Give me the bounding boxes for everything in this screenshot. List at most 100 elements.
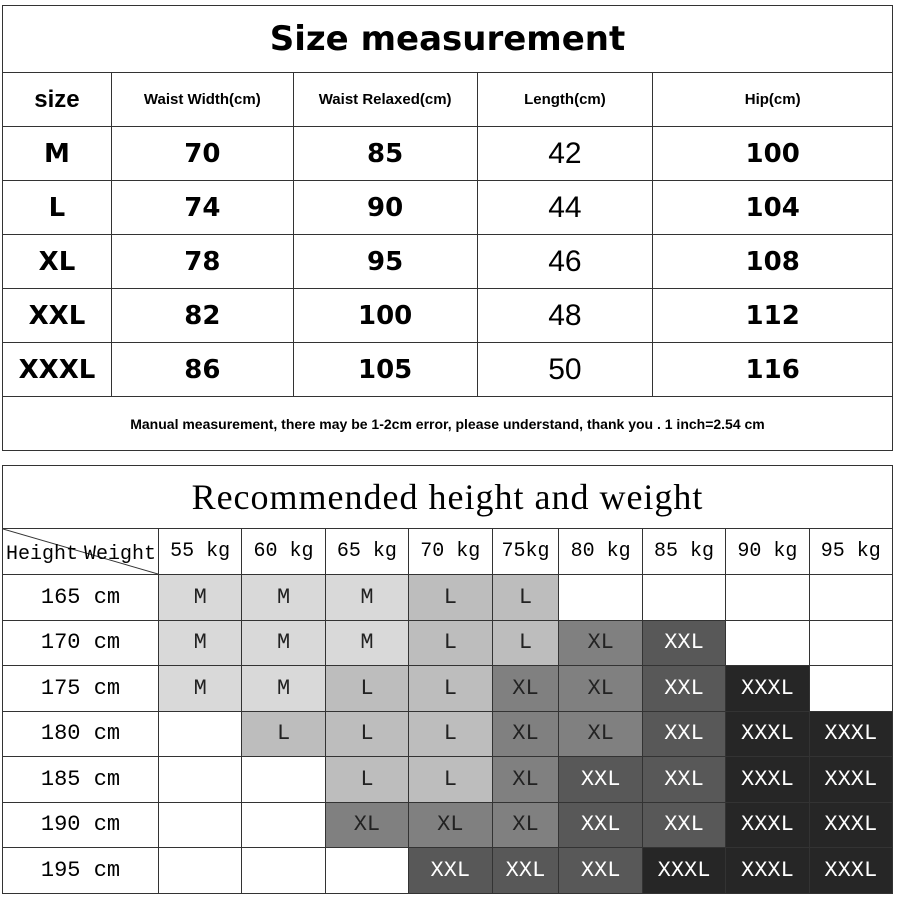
size-cell: M [241, 665, 326, 712]
measurement-cell: 44 [476, 180, 654, 235]
size-cell: L [324, 710, 410, 757]
size-cell [324, 847, 410, 894]
size-cell: L [408, 756, 493, 803]
size-cell: XXL [491, 847, 560, 894]
size-cell: M [157, 665, 243, 712]
size-cell: XXL [558, 847, 643, 894]
size-row: XXXL 86 105 50 116 [2, 342, 893, 397]
column-header: Waist Relaxed(cm) [292, 72, 478, 127]
size-cell: XL [491, 710, 560, 757]
size-cell [808, 574, 894, 621]
size-cell: XXXL [808, 801, 894, 848]
height-label: 175 cm [2, 665, 159, 712]
size-cell [157, 756, 243, 803]
size-cell: L [491, 574, 560, 621]
size-cell [808, 665, 894, 712]
size-label: L [2, 180, 112, 235]
size-cell: XXXL [641, 847, 727, 894]
size-cell: XL [324, 801, 410, 848]
height-label: 185 cm [2, 756, 159, 803]
size-cell: XXXL [725, 756, 810, 803]
height-row: 190 cm XL XL XL XXL XXL XXXL XXXL [2, 801, 894, 848]
column-header: Hip(cm) [652, 72, 893, 127]
size-cell: XXL [558, 756, 643, 803]
height-row: 170 cm M M M L L XL XXL [2, 619, 894, 666]
diagonal-divider [3, 529, 158, 574]
size-cell: M [241, 574, 326, 621]
size-label: M [2, 126, 112, 181]
measurement-cell: 90 [292, 180, 478, 235]
size-cell: L [408, 619, 493, 666]
measurement-cell: 70 [110, 126, 294, 181]
size-cell: XL [491, 756, 560, 803]
size-cell: XXL [641, 801, 727, 848]
size-cell: L [324, 665, 410, 712]
height-row: 165 cm M M M L L [2, 574, 894, 621]
measurement-cell: 108 [652, 234, 893, 289]
measurement-cell: 82 [110, 288, 294, 343]
measurement-cell: 100 [292, 288, 478, 343]
size-cell: XXXL [725, 665, 810, 712]
recommend-table-title: Recommended height and weight [2, 465, 893, 529]
measurement-cell: 105 [292, 342, 478, 397]
size-cell: M [324, 574, 410, 621]
size-cell: XL [491, 801, 560, 848]
measurement-cell: 116 [652, 342, 893, 397]
size-cell: XL [558, 619, 643, 666]
height-label: Height [6, 543, 79, 566]
size-cell [641, 574, 727, 621]
size-cell: L [408, 665, 493, 712]
size-cell: XXXL [808, 756, 894, 803]
measurement-cell: 85 [292, 126, 478, 181]
size-cell [157, 801, 243, 848]
size-cell: XXL [641, 756, 727, 803]
size-measurement-table: Size measurement size Waist Width(cm) Wais… [2, 5, 893, 451]
height-row: 175 cm M M L L XL XL XXL XXXL [2, 665, 894, 712]
weight-header: 80 kg [558, 528, 643, 575]
size-cell: XXXL [725, 847, 810, 894]
size-cell: XXL [408, 847, 493, 894]
size-cell [157, 847, 243, 894]
height-label: 190 cm [2, 801, 159, 848]
size-cell [157, 710, 243, 757]
weight-header: 90 kg [725, 528, 810, 575]
height-row: 195 cm XXL XXL XXL XXXL XXXL XXXL [2, 847, 894, 894]
size-cell: M [157, 619, 243, 666]
size-cell [241, 756, 326, 803]
size-cell: XXXL [808, 710, 894, 757]
column-header: Waist Width(cm) [110, 72, 294, 127]
size-cell: M [241, 619, 326, 666]
weight-header: 75kg [491, 528, 560, 575]
size-cell: XL [558, 665, 643, 712]
weight-header: 65 kg [324, 528, 410, 575]
height-label: 180 cm [2, 710, 159, 757]
measurement-cell: 95 [292, 234, 478, 289]
height-label: 170 cm [2, 619, 159, 666]
measurement-note: Manual measurement, there may be 1-2cm e… [2, 396, 893, 451]
size-cell: M [324, 619, 410, 666]
measurement-cell: 78 [110, 234, 294, 289]
size-cell: L [491, 619, 560, 666]
height-row: 185 cm L L XL XXL XXL XXXL XXXL [2, 756, 894, 803]
size-table-title: Size measurement [2, 5, 893, 73]
height-label: 195 cm [2, 847, 159, 894]
size-cell: XL [558, 710, 643, 757]
corner-header: Height Weight [2, 528, 159, 575]
weight-header: 55 kg [157, 528, 243, 575]
measurement-cell: 86 [110, 342, 294, 397]
size-cell [558, 574, 643, 621]
measurement-cell: 112 [652, 288, 893, 343]
size-cell [241, 801, 326, 848]
weight-header: 85 kg [641, 528, 727, 575]
size-row: L 74 90 44 104 [2, 180, 893, 235]
size-cell [808, 619, 894, 666]
recommended-size-table: Recommended height and weight Height Wei… [2, 465, 894, 894]
size-cell [725, 619, 810, 666]
weight-header: 95 kg [808, 528, 894, 575]
size-cell: XXXL [725, 710, 810, 757]
measurement-cell: 100 [652, 126, 893, 181]
size-cell: XXL [641, 710, 727, 757]
size-cell: L [241, 710, 326, 757]
measurement-cell: 42 [476, 126, 654, 181]
size-cell: XXL [558, 801, 643, 848]
